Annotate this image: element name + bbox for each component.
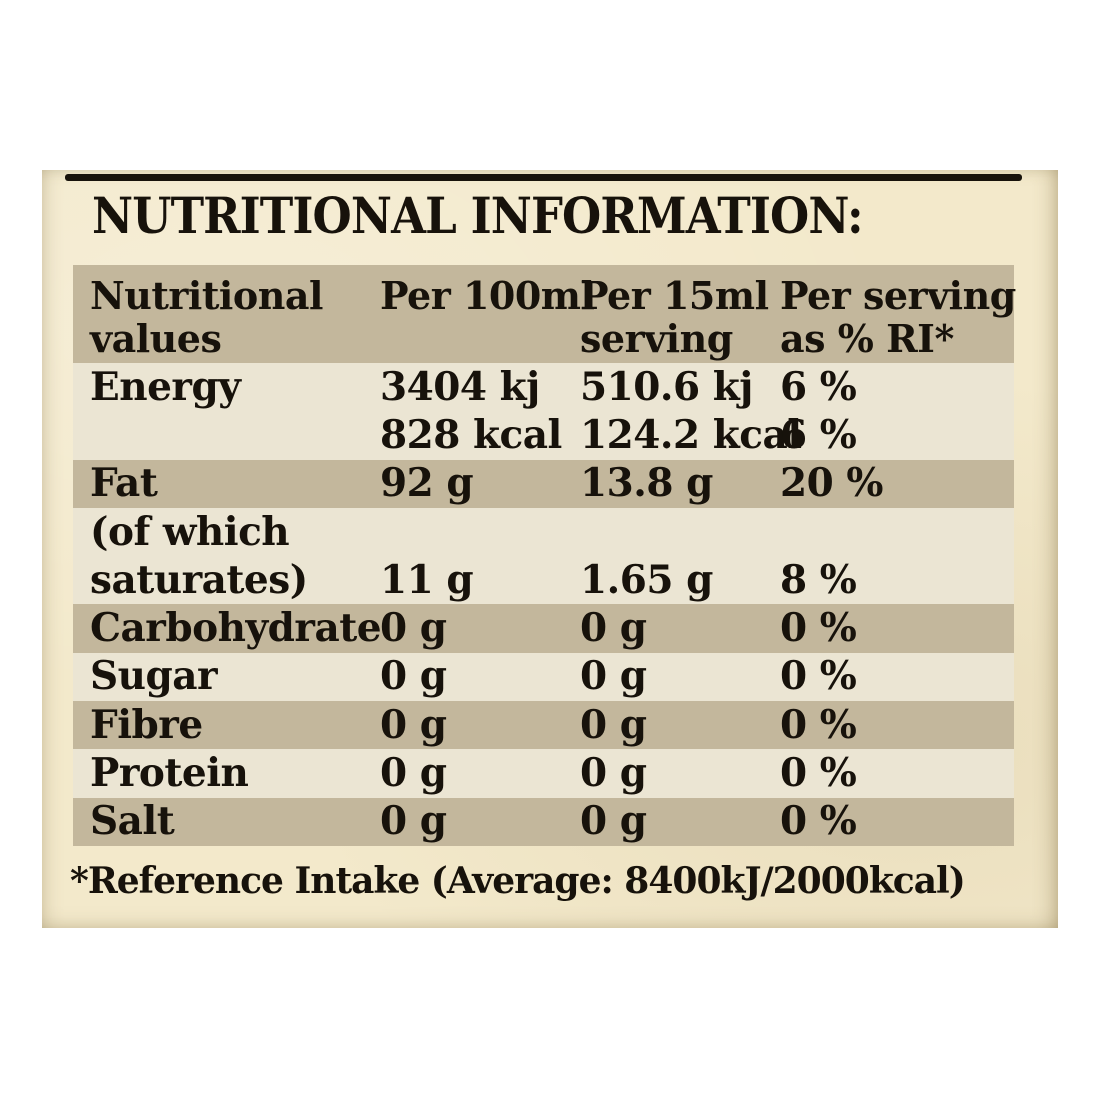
table-row: saturates) 11 g 1.65 g 8 % [73,556,1014,605]
row-value: 510.6 kj [580,363,753,410]
row-value: 0 g [380,701,447,748]
row-value: 0 g [380,653,447,700]
row-label: saturates) [90,556,308,603]
label-title: NUTRITIONAL INFORMATION: [92,186,864,245]
table-row: Salt 0 g 0 g 0 % [73,797,1014,846]
row-label: Sugar [90,653,218,700]
row-label: Carbohydrate [90,605,382,652]
table-row: (of which [73,507,1014,557]
row-label: Protein [90,750,249,797]
table-row: Energy 3404 kj 510.6 kj 6 % [73,363,1014,412]
row-value: 0 % [780,798,857,845]
header-line: Per serving [780,273,1016,318]
table-row: Fibre 0 g 0 g 0 % [73,701,1014,750]
nutrition-label: NUTRITIONAL INFORMATION: Nutritional valu… [42,170,1058,928]
header-cell-1: Per 100ml [380,265,595,318]
table-row: Fat 92 g 13.8 g 20 % [73,459,1014,508]
header-line: serving [580,316,733,361]
row-value: 0 g [580,798,647,845]
reference-intake-footnote: *Reference Intake (Average: 8400kJ/2000k… [70,860,966,902]
row-value: 0 g [580,750,647,797]
row-label: Energy [90,363,241,410]
header-line: Per 100ml [380,273,595,318]
row-value: 0 g [380,605,447,652]
row-value: 0 g [580,653,647,700]
row-value: 828 kcal [380,411,562,458]
header-cell-3: Per serving as % RI* [780,265,1016,361]
row-value: 20 % [780,460,883,507]
row-label: Fibre [90,701,203,748]
table-row: Sugar 0 g 0 g 0 % [73,652,1014,702]
header-line: Per 15ml [580,273,769,318]
top-rule [65,174,1022,181]
row-value: 92 g [380,460,474,507]
row-value: 0 % [780,605,857,652]
row-label: (of which [90,508,290,555]
row-value: 1.65 g [580,556,713,603]
row-value: 11 g [380,556,474,603]
row-value: 3404 kj [380,363,540,410]
row-value: 8 % [780,556,857,603]
table-row: 828 kcal 124.2 kcal 6 % [73,411,1014,460]
header-cell-0: Nutritional values [73,265,380,360]
header-line: as % RI* [780,316,954,361]
table-row: Protein 0 g 0 g 0 % [73,749,1014,798]
row-value: 0 g [580,701,647,748]
row-value: 0 % [780,701,857,748]
row-value: 0 g [580,605,647,652]
header-cell-2: Per 15ml serving [580,265,780,360]
row-label: Fat [90,460,158,507]
row-value: 6 % [780,363,857,410]
row-value: 0 % [780,750,857,797]
nutrition-table: Nutritional values Per 100ml Per 15ml servin… [73,265,1016,846]
row-value: 0 g [380,798,447,845]
row-value: 0 % [780,653,857,700]
row-label: Salt [90,798,175,845]
row-value: 124.2 kcal [580,411,802,458]
row-value: 6 % [780,411,857,458]
table-header-row: Nutritional values Per 100ml Per 15ml servin… [73,265,1016,363]
row-value: 0 g [380,750,447,797]
header-line: values [90,316,222,361]
header-line: Nutritional [90,273,323,318]
row-value: 13.8 g [580,460,713,507]
